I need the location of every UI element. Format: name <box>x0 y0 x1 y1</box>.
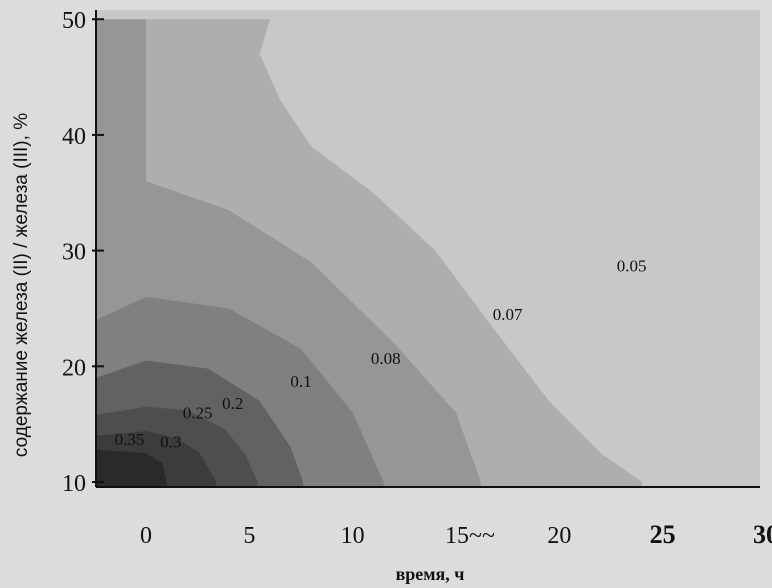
x-tick-label: 5 <box>243 523 255 549</box>
contour-label-0.2: 0.2 <box>222 394 243 413</box>
contour-label-0.25: 0.25 <box>183 403 213 422</box>
y-tick-label: 50 <box>62 8 86 34</box>
contour-region-0.35 <box>96 449 167 487</box>
y-tick-label: 40 <box>62 124 86 150</box>
x-tick-label: 10 <box>341 523 365 549</box>
contour-label-0.07: 0.07 <box>493 305 523 324</box>
contour-label-0.35: 0.35 <box>115 430 145 449</box>
axes <box>95 10 760 488</box>
x-tick-label: 15~~ <box>445 523 495 549</box>
contour-regions <box>96 10 760 487</box>
x-axis-title: время, ч <box>396 564 465 584</box>
x-ticks: 0 5 10 15~~ 20 25 30 <box>140 520 772 549</box>
x-tick-label: 30 <box>753 520 772 549</box>
x-tick-label: 20 <box>547 523 571 549</box>
contour-label-0.1: 0.1 <box>290 372 311 391</box>
contour-label-0.05: 0.05 <box>617 256 647 275</box>
contour-label-0.08: 0.08 <box>371 349 401 368</box>
contour-label-0.3: 0.3 <box>160 432 181 451</box>
x-tick-label: 0 <box>140 523 152 549</box>
y-tick-label: 10 <box>62 471 86 497</box>
y-axis-title: содержание железа (II) / железа (III), % <box>11 113 32 457</box>
contour-labels: 0.35 0.30.25 0.2 0.1 0.08 0.07 0.05 <box>115 256 647 451</box>
y-tick-label: 20 <box>62 355 86 381</box>
y-tick-label: 30 <box>62 240 86 266</box>
x-tick-label: 25 <box>650 520 676 549</box>
y-ticks: 10 20 30 40 50 <box>62 8 104 497</box>
